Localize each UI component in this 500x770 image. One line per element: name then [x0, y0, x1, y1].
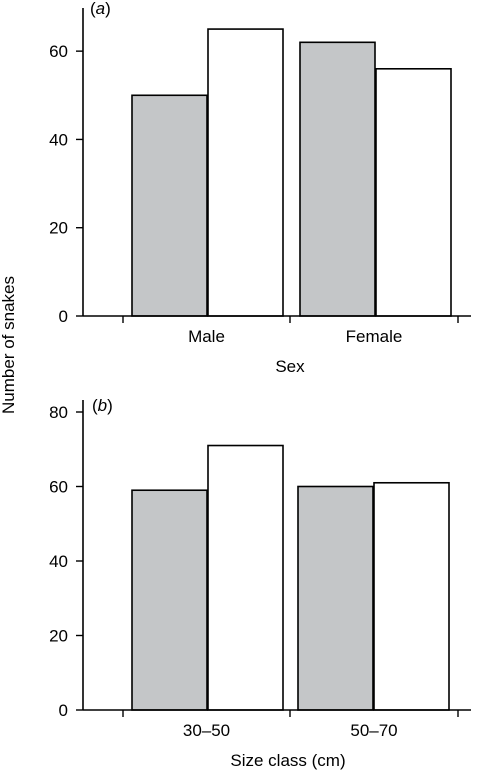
chart-panel-b: (b) 0 20 40 60 80 30–50 50–70 Size class (cm): [49, 396, 471, 770]
bar-open-2: [375, 68, 452, 317]
x-axis-title-b: Size class (cm): [230, 751, 345, 770]
y-tick-label: 20: [49, 627, 68, 646]
x-ticks-b: 30–50 50–70: [122, 710, 459, 740]
y-tick-label: 40: [49, 130, 68, 149]
y-tick-label: 60: [49, 478, 68, 497]
x-ticks-a: Male Female: [122, 316, 459, 346]
bar-shaded-2: [299, 41, 376, 317]
x-axis-title-a: Sex: [275, 357, 305, 376]
bars-b: [131, 444, 450, 711]
y-tick-label: 40: [49, 552, 68, 571]
y-axis-title: Number of snakes: [0, 276, 18, 414]
bar-open-2: [373, 481, 450, 711]
y-ticks-a: 0 20 40 60: [49, 42, 83, 326]
bars-a: [131, 28, 452, 317]
x-tick-label: Female: [346, 327, 403, 346]
chart-panel-a: (a) 0 20 40 60 Male Female Sex: [49, 0, 471, 376]
y-ticks-b: 0 20 40 60 80: [49, 403, 83, 720]
y-tick-label: 0: [59, 701, 68, 720]
y-tick-label: 20: [49, 219, 68, 238]
bar-shaded-1: [131, 94, 208, 317]
x-tick-label: 30–50: [183, 721, 230, 740]
panel-label-b: (b): [92, 396, 113, 415]
x-tick-label: Male: [188, 327, 225, 346]
bar-open-1: [207, 28, 284, 317]
x-tick-label: 50–70: [350, 721, 397, 740]
y-tick-label: 60: [49, 42, 68, 61]
bar-shaded-1: [131, 489, 208, 711]
panel-label-a: (a): [90, 0, 111, 18]
y-tick-label: 0: [59, 307, 68, 326]
bar-shaded-2: [297, 485, 374, 711]
bar-open-1: [207, 444, 284, 711]
y-tick-label: 80: [49, 403, 68, 422]
